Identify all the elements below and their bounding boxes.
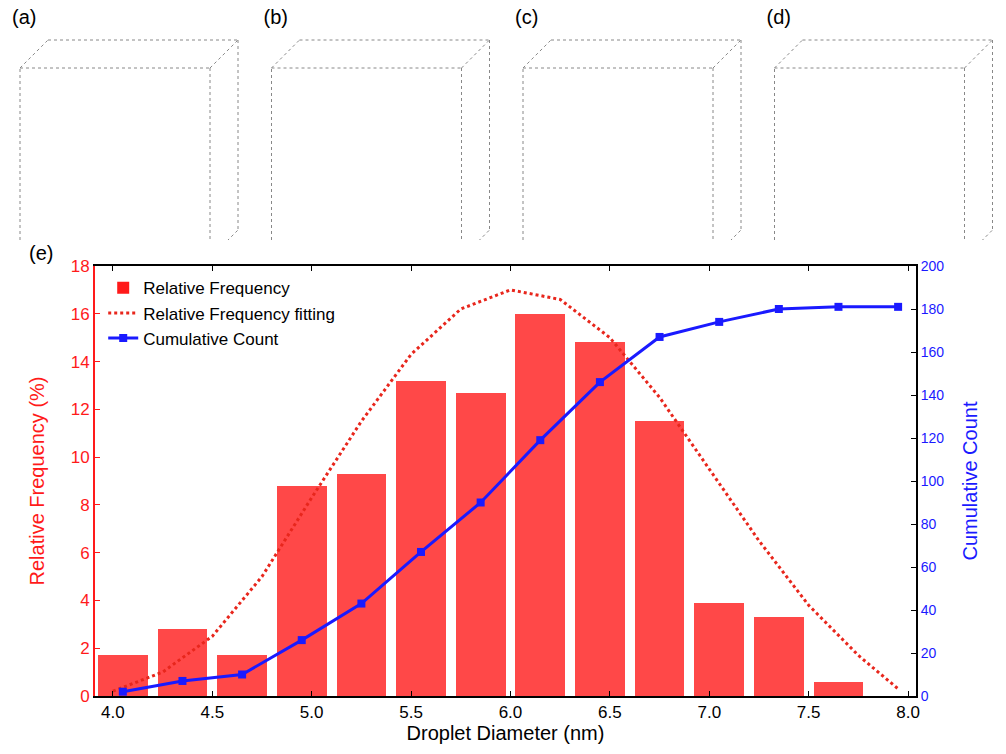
svg-text:4.0: 4.0	[101, 703, 125, 722]
svg-text:200: 200	[921, 258, 945, 274]
svg-text:40: 40	[921, 602, 937, 618]
svg-text:Droplet Diameter (nm): Droplet Diameter (nm)	[407, 722, 605, 744]
svg-text:Cumulative Count: Cumulative Count	[959, 401, 981, 560]
svg-text:80: 80	[921, 516, 937, 532]
svg-text:Relative Frequency fitting: Relative Frequency fitting	[143, 305, 335, 324]
svg-text:60: 60	[921, 559, 937, 575]
svg-text:8: 8	[80, 496, 89, 515]
svg-text:120: 120	[921, 430, 945, 446]
svg-text:0: 0	[921, 688, 929, 704]
svg-text:6: 6	[80, 544, 89, 563]
svg-text:(c): (c)	[515, 6, 538, 28]
svg-text:(a): (a)	[12, 6, 36, 28]
svg-text:0: 0	[80, 687, 89, 706]
svg-text:7.5: 7.5	[797, 703, 821, 722]
svg-text:180: 180	[921, 301, 945, 317]
svg-text:Cumulative Count: Cumulative Count	[143, 330, 278, 349]
svg-text:7.0: 7.0	[697, 703, 721, 722]
svg-text:4: 4	[80, 591, 89, 610]
svg-text:(b): (b)	[264, 6, 288, 28]
svg-text:140: 140	[921, 387, 945, 403]
svg-text:4.5: 4.5	[200, 703, 224, 722]
svg-text:(e): (e)	[29, 242, 53, 264]
svg-text:2: 2	[80, 639, 89, 658]
svg-text:(d): (d)	[767, 6, 791, 28]
svg-text:6.5: 6.5	[598, 703, 622, 722]
svg-text:20: 20	[921, 645, 937, 661]
svg-text:10: 10	[71, 448, 90, 467]
svg-text:160: 160	[921, 344, 945, 360]
svg-text:5.0: 5.0	[300, 703, 324, 722]
svg-text:100: 100	[921, 473, 945, 489]
svg-text:8.0: 8.0	[896, 703, 920, 722]
svg-text:14: 14	[71, 353, 90, 372]
svg-text:Relative Frequency: Relative Frequency	[143, 279, 290, 298]
svg-text:Relative Frequency (%): Relative Frequency (%)	[26, 377, 48, 586]
svg-text:16: 16	[71, 305, 90, 324]
svg-text:12: 12	[71, 400, 90, 419]
svg-text:6.0: 6.0	[499, 703, 523, 722]
svg-text:5.5: 5.5	[399, 703, 423, 722]
svg-text:18: 18	[71, 257, 90, 276]
